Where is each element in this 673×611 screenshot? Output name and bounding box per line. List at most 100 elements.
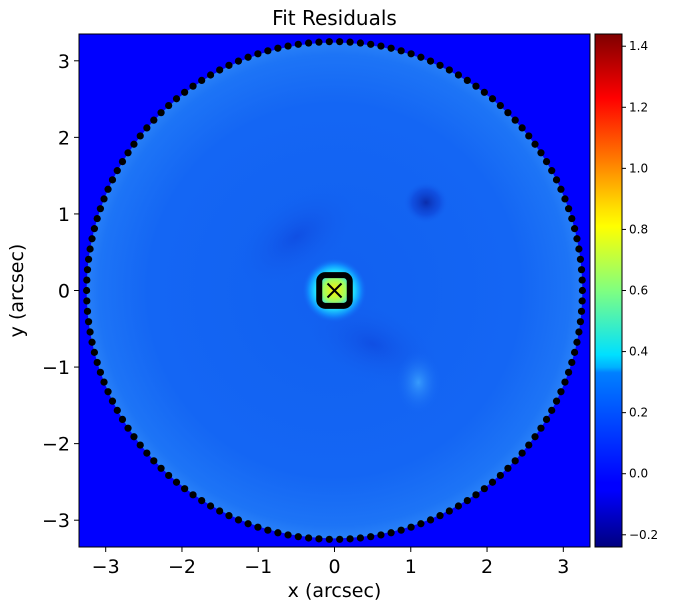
y-tick-label: −3 [42,510,70,532]
mask-dot [96,205,105,213]
mask-dot [100,195,108,203]
mask-dot [377,531,385,539]
y-tick-label: 3 [58,51,70,73]
mask-dot [511,457,519,465]
mask-dot [356,534,365,542]
mask-dot [216,507,224,515]
mask-dot [325,535,333,543]
y-tick-label: 0 [58,281,70,303]
mask-dot [172,95,181,103]
mask-dot [108,397,117,405]
mask-dot [542,415,551,424]
mask-dot [472,491,480,499]
mask-dot [96,368,105,376]
mask-dot [118,157,127,166]
mask-dot [407,50,415,58]
mask-dot [445,66,453,74]
mask-dot [568,358,576,367]
y-tick-label: −1 [42,357,70,379]
mask-dot [83,276,91,284]
mask-dot [130,433,138,441]
colorbar-tick-label: 1.4 [629,39,648,53]
mask-dot [157,464,165,472]
mask-dot [463,497,471,505]
mask-dot [244,520,252,528]
mask-dot [548,406,556,414]
mask-dot [143,449,151,457]
mask-dot [90,225,99,233]
mask-dot [274,529,282,537]
mask-dot [436,61,444,69]
mask-dot [568,214,576,223]
mask-dot [511,116,519,124]
mask-dot [108,176,117,184]
mask-dot [244,53,252,61]
mask-dot [274,44,282,52]
mask-dot [165,101,173,110]
mask-dot [496,471,504,480]
mask-dot [294,40,302,48]
mask-dot [417,520,425,528]
mask-dot [480,88,488,96]
mask-dot [367,533,375,541]
mask-dot [577,266,586,274]
mask-dot [346,535,354,543]
mask-dot [573,235,581,243]
chart-title: Fit Residuals [272,6,397,30]
mask-dot [254,50,262,58]
mask-dot [83,266,92,274]
mask-dot [557,388,565,396]
x-tick-label: −1 [244,556,272,578]
mask-dot [264,47,272,55]
mask-dot [417,53,425,61]
mask-dot [570,225,579,233]
mask-dot [576,255,585,263]
mask-dot [284,42,292,50]
center-x-stroke [326,282,343,299]
colorbar-tick-label: 1.0 [629,161,648,175]
mask-dot [84,318,93,326]
mask-dot [86,245,94,253]
mask-dot [181,88,189,96]
center-marker [326,282,343,299]
mask-dot [407,523,415,531]
mask-dot [294,533,302,541]
colorbar-tick-label: −0.2 [629,528,658,542]
mask-dot [124,149,132,157]
mask-dot [86,328,94,336]
mask-dot [496,101,504,110]
mask-dot [304,534,313,542]
mask-dot [90,348,99,356]
mask-dot [564,205,573,213]
mask-dot [454,502,463,510]
colorbar-tick-label: 0.0 [629,467,648,481]
mask-dot [480,485,488,493]
y-tick-label: −2 [42,434,70,456]
y-tick-label: 1 [58,204,70,226]
mask-dot [84,255,93,263]
mask-dot [198,76,206,84]
mask-dot [88,235,96,243]
x-tick-label: −3 [92,556,120,578]
plot-area [79,34,590,547]
mask-dot [531,140,539,148]
colorbar-tick-label: 0.2 [629,406,648,420]
mask-dot [463,76,471,84]
mask-dot [377,42,385,50]
colorbar-ticks: −0.2 0.0 0.2 0.4 0.6 0.8 1.0 1.2 1.4 [622,39,658,542]
mask-dot [113,406,121,414]
mask-dot [573,338,581,346]
mask-dot [254,523,262,531]
mask-dot [525,441,533,449]
mask-dot [564,368,573,376]
mask-dot [165,471,173,480]
mask-dot [113,167,121,175]
mask-dot [518,449,526,457]
mask-dot [336,535,344,543]
mask-dot [136,441,144,449]
colorbar-tick-label: 0.8 [629,222,648,236]
feature-dark-band [229,181,364,293]
mask-dot [504,464,512,472]
mask-dot [367,40,375,48]
mask-dot [577,307,586,315]
